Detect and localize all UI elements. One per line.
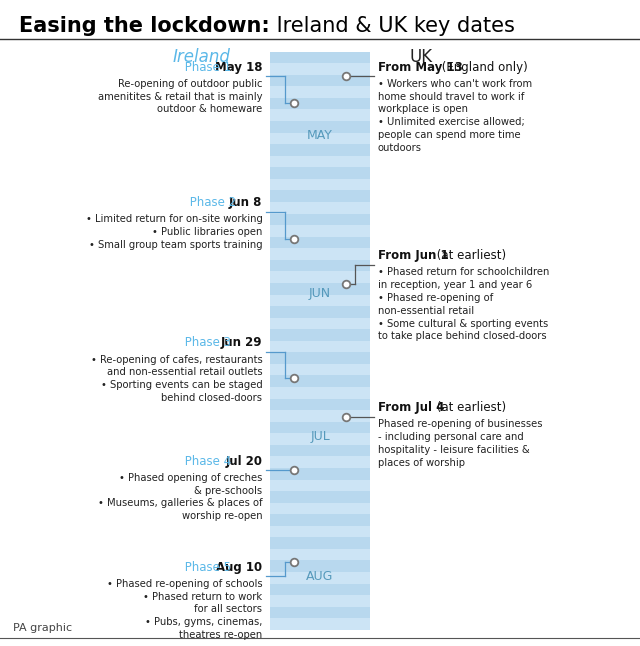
Text: Aug 10: Aug 10 [216, 561, 262, 574]
Bar [270, 618, 370, 630]
Bar [270, 479, 370, 491]
Bar [270, 433, 370, 445]
Text: Phase 4: Phase 4 [181, 455, 231, 468]
Bar [270, 329, 370, 341]
Bar [270, 318, 370, 329]
Text: • Phased opening of creches
& pre-schools
• Museums, galleries & places of
worsh: • Phased opening of creches & pre-school… [98, 473, 262, 521]
Text: • Re-opening of cafes, restaurants
and non-essential retail outlets
• Sporting e: • Re-opening of cafes, restaurants and n… [91, 355, 262, 403]
Text: Re-opening of outdoor public
amenitites & retail that is mainly
outdoor & homewa: Re-opening of outdoor public amenitites … [98, 79, 262, 114]
Text: • Phased return for schoolchildren
in reception, year 1 and year 6
• Phased re-o: • Phased return for schoolchildren in re… [378, 267, 549, 342]
Bar [270, 561, 370, 572]
Text: Jun 29: Jun 29 [221, 337, 262, 349]
Text: Phased re-opening of businesses
- including personal care and
hospitality - leis: Phased re-opening of businesses - includ… [378, 419, 542, 468]
Bar [270, 410, 370, 422]
Bar [270, 549, 370, 561]
Text: Phase 2: Phase 2 [186, 196, 236, 209]
Bar [270, 295, 370, 306]
Bar [270, 283, 370, 295]
Bar [270, 202, 370, 214]
Bar [270, 191, 370, 202]
Bar [270, 387, 370, 399]
Bar [270, 98, 370, 109]
Text: • Limited return for on-site working
• Public libraries open
• Small group team : • Limited return for on-site working • P… [86, 214, 262, 250]
Text: AUG: AUG [307, 570, 333, 583]
Bar [270, 132, 370, 144]
Bar [270, 75, 370, 87]
Text: Phase 1: Phase 1 [181, 61, 231, 74]
Text: Jun 8: Jun 8 [229, 196, 262, 209]
Bar [270, 352, 370, 364]
Bar [270, 537, 370, 549]
Text: From Jun 1: From Jun 1 [378, 249, 448, 262]
Bar [270, 179, 370, 191]
Text: May 18: May 18 [215, 61, 262, 74]
Bar [270, 399, 370, 410]
Bar [270, 236, 370, 248]
Bar [270, 214, 370, 225]
Bar [270, 271, 370, 283]
Bar [270, 364, 370, 375]
Bar [270, 503, 370, 514]
Bar [270, 491, 370, 503]
Text: PA graphic: PA graphic [13, 623, 72, 633]
Bar [270, 167, 370, 179]
Bar [270, 595, 370, 607]
Bar [270, 572, 370, 583]
Bar [270, 225, 370, 236]
Text: Ireland: Ireland [173, 48, 230, 66]
Bar [270, 52, 370, 63]
Text: Easing the lockdown:: Easing the lockdown: [19, 16, 270, 36]
Text: Phase 3: Phase 3 [181, 337, 231, 349]
Bar [270, 445, 370, 456]
Bar [270, 87, 370, 98]
Bar [270, 63, 370, 75]
Text: JUL: JUL [310, 430, 330, 443]
Text: UK: UK [410, 48, 433, 66]
Text: Phase 5: Phase 5 [181, 561, 231, 574]
Bar [270, 607, 370, 618]
Bar [270, 260, 370, 271]
Bar [270, 341, 370, 352]
Text: (at earliest): (at earliest) [433, 249, 506, 262]
Bar [270, 109, 370, 121]
Bar [270, 248, 370, 260]
Bar [270, 144, 370, 156]
Bar [270, 121, 370, 132]
Bar [270, 456, 370, 468]
Bar [270, 514, 370, 526]
Bar [270, 375, 370, 387]
Bar [270, 156, 370, 167]
Text: MAY: MAY [307, 129, 333, 142]
Bar [270, 583, 370, 595]
Bar [270, 306, 370, 318]
Text: From May 13: From May 13 [378, 61, 462, 74]
Text: JUN: JUN [309, 287, 331, 300]
Text: • Workers who can't work from
home should travel to work if
workplace is open
• : • Workers who can't work from home shoul… [378, 79, 532, 153]
Text: From Jul 4: From Jul 4 [378, 401, 444, 414]
Text: (England only): (England only) [438, 61, 528, 74]
Bar [270, 422, 370, 433]
Text: (at earliest): (at earliest) [433, 401, 506, 414]
Bar [270, 526, 370, 537]
Bar [270, 468, 370, 479]
Text: Jul 20: Jul 20 [225, 455, 262, 468]
Text: • Phased re-opening of schools
• Phased return to work
for all sectors
• Pubs, g: • Phased re-opening of schools • Phased … [107, 579, 262, 640]
Text: Ireland & UK key dates: Ireland & UK key dates [270, 16, 515, 36]
